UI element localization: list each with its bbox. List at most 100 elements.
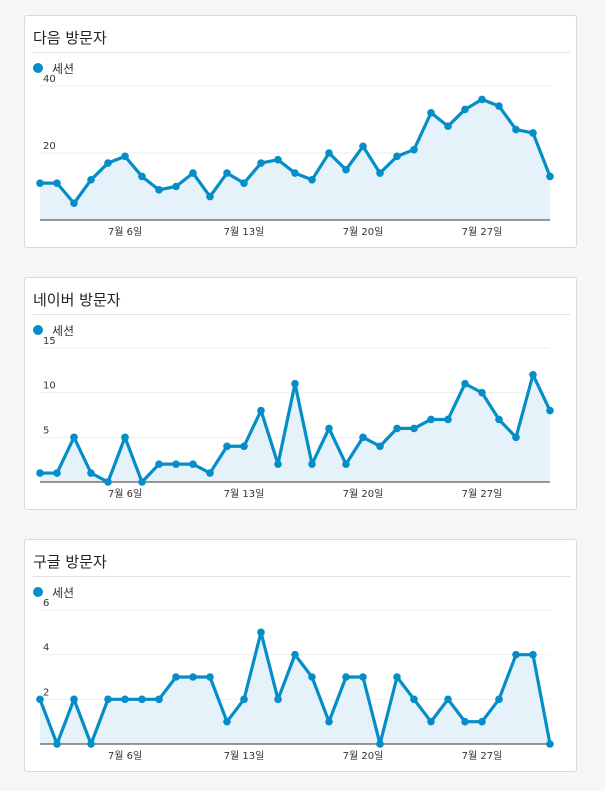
- data-point: [291, 379, 299, 388]
- data-point: [308, 176, 316, 184]
- chart-card-google: 구글 방문자 세션 2 4 6 7월 6일 7월 13일 7월 20일 7월 27일: [24, 539, 577, 772]
- data-point: [325, 149, 333, 157]
- data-point: [70, 199, 78, 208]
- data-point: [512, 650, 520, 659]
- data-point: [376, 169, 384, 177]
- series-area: [40, 632, 550, 744]
- data-point: [291, 169, 299, 177]
- data-point: [36, 695, 44, 704]
- data-point: [359, 673, 367, 681]
- data-point: [155, 695, 163, 704]
- data-point: [36, 179, 44, 187]
- y-tick-label: 6: [43, 598, 49, 609]
- area-chart[interactable]: 2 4 6 7월 6일 7월 13일 7월 20일 7월 27일: [25, 540, 578, 773]
- data-point: [512, 125, 520, 134]
- legend[interactable]: 세션: [33, 584, 74, 600]
- data-point: [325, 717, 333, 726]
- data-point: [172, 673, 180, 681]
- data-point: [359, 142, 367, 151]
- data-point: [512, 433, 520, 442]
- x-tick-label: 7월 13일: [224, 226, 265, 238]
- data-point: [53, 179, 61, 187]
- legend[interactable]: 세션: [33, 60, 74, 76]
- data-point: [461, 379, 469, 388]
- data-point: [410, 145, 418, 154]
- data-point: [104, 695, 112, 704]
- y-tick-label: 2: [43, 687, 49, 698]
- data-point: [172, 460, 180, 468]
- data-point: [155, 460, 163, 468]
- x-tick-label: 7월 13일: [224, 750, 265, 762]
- series-area: [40, 99, 550, 220]
- data-point: [206, 469, 214, 477]
- data-point: [410, 695, 418, 704]
- data-point: [104, 159, 112, 167]
- data-point: [36, 469, 44, 477]
- x-tick-label: 7월 27일: [462, 750, 503, 762]
- data-point: [274, 460, 282, 468]
- y-tick-label: 5: [43, 425, 49, 436]
- data-point: [546, 172, 554, 181]
- data-point: [189, 673, 197, 681]
- area-chart[interactable]: 20 40 7월 6일 7월 13일 7월 20일 7월 27일: [25, 16, 578, 249]
- x-tick-label: 7월 20일: [343, 488, 384, 500]
- data-point: [189, 460, 197, 468]
- legend-dot-icon: [33, 587, 43, 597]
- data-point: [427, 717, 435, 726]
- data-point: [529, 650, 537, 659]
- data-point: [70, 695, 78, 704]
- data-point: [427, 415, 435, 424]
- data-point: [393, 673, 401, 681]
- area-chart[interactable]: 5 10 15 7월 6일 7월 13일 7월 20일 7월 27일: [25, 278, 578, 511]
- chart-card-daum: 다음 방문자 세션 20 40 7월 6일 7월 13일 7월 20일 7월 27일: [24, 15, 577, 248]
- chart-title: 다음 방문자: [33, 24, 570, 53]
- x-tick-label: 7월 6일: [108, 226, 142, 238]
- data-point: [444, 695, 452, 704]
- y-tick-label: 10: [43, 381, 56, 392]
- data-point: [410, 424, 418, 433]
- data-point: [274, 695, 282, 704]
- x-tick-label: 7월 27일: [462, 488, 503, 500]
- data-point: [87, 469, 95, 477]
- legend-label: 세션: [52, 323, 75, 338]
- x-tick-label: 7월 13일: [224, 488, 265, 500]
- y-tick-label: 20: [43, 141, 56, 152]
- data-point: [121, 695, 129, 704]
- legend-label: 세션: [52, 585, 75, 600]
- data-point: [138, 172, 146, 181]
- legend[interactable]: 세션: [33, 322, 74, 338]
- data-point: [495, 695, 503, 704]
- data-point: [478, 717, 486, 726]
- data-point: [495, 102, 503, 110]
- data-point: [53, 740, 61, 748]
- chart-card-naver: 네이버 방문자 세션 5 10 15 7월 6일 7월 13일 7월 20일 7월 27일: [24, 277, 577, 510]
- data-point: [240, 442, 248, 451]
- data-point: [546, 406, 554, 415]
- data-point: [444, 122, 452, 130]
- data-point: [393, 424, 401, 433]
- data-point: [257, 628, 265, 637]
- x-tick-label: 7월 6일: [108, 488, 142, 500]
- data-point: [342, 165, 350, 174]
- data-point: [70, 433, 78, 442]
- data-point: [138, 695, 146, 704]
- legend-label: 세션: [52, 61, 75, 76]
- data-point: [240, 695, 248, 704]
- data-point: [223, 442, 231, 451]
- data-point: [240, 179, 248, 187]
- data-point: [53, 469, 61, 477]
- data-point: [461, 105, 469, 114]
- data-point: [223, 717, 231, 726]
- data-point: [342, 460, 350, 468]
- data-point: [529, 371, 537, 379]
- x-tick-label: 7월 20일: [343, 226, 384, 238]
- data-point: [529, 129, 537, 137]
- data-point: [206, 673, 214, 681]
- data-point: [257, 159, 265, 167]
- legend-dot-icon: [33, 63, 43, 73]
- data-point: [274, 155, 282, 164]
- y-tick-label: 15: [43, 336, 56, 347]
- data-point: [461, 717, 469, 726]
- data-point: [308, 460, 316, 468]
- series-area: [40, 374, 550, 482]
